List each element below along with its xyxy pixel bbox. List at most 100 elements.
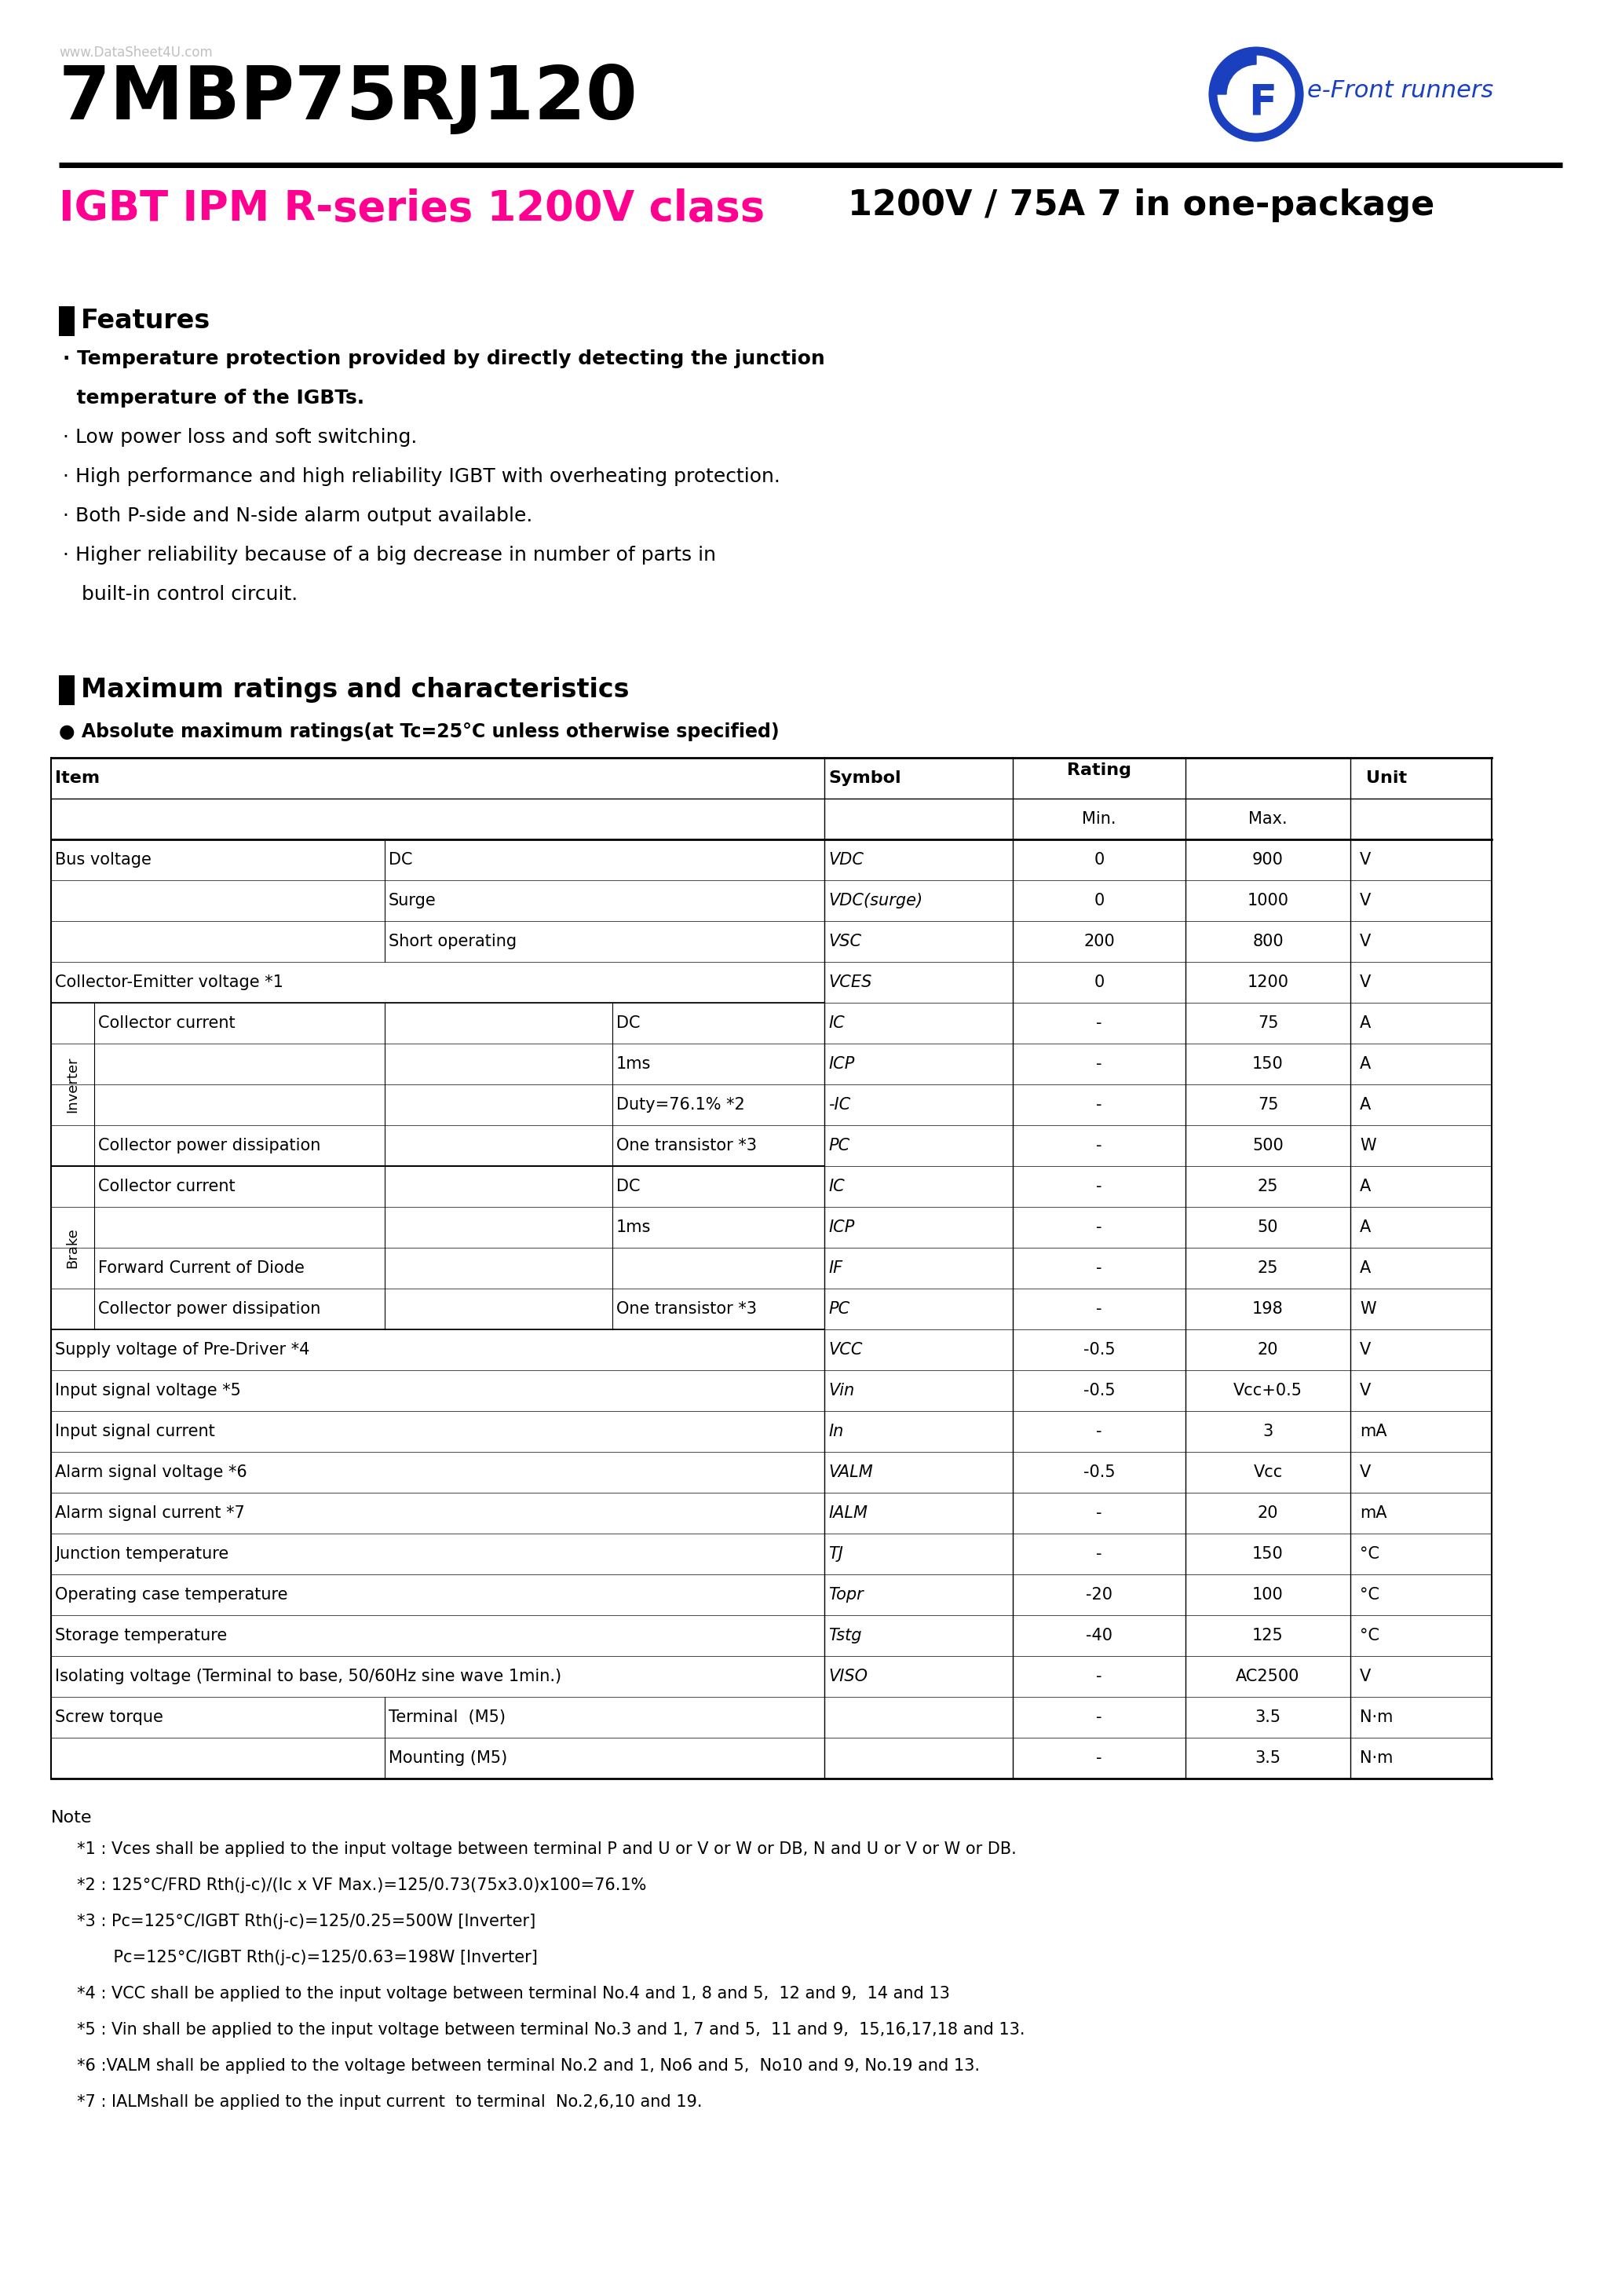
Text: mA: mA bbox=[1359, 1424, 1387, 1440]
Text: W: W bbox=[1359, 1139, 1375, 1153]
Text: *2 : 125°C/FRD Rth(j-c)/(Ic x VF Max.)=125/0.73(75x3.0)x100=76.1%: *2 : 125°C/FRD Rth(j-c)/(Ic x VF Max.)=1… bbox=[50, 1878, 647, 1894]
Text: 150: 150 bbox=[1252, 1545, 1283, 1561]
Text: · Both P-side and N-side alarm output available.: · Both P-side and N-side alarm output av… bbox=[63, 507, 532, 526]
Text: IF: IF bbox=[829, 1261, 842, 1277]
Text: 20: 20 bbox=[1257, 1341, 1278, 1357]
Text: -: - bbox=[1096, 1178, 1101, 1194]
Text: Duty=76.1% *2: Duty=76.1% *2 bbox=[616, 1097, 744, 1114]
Text: 198: 198 bbox=[1252, 1302, 1283, 1318]
Text: Max.: Max. bbox=[1249, 810, 1288, 827]
Text: Vin: Vin bbox=[829, 1382, 855, 1398]
Text: V: V bbox=[1359, 852, 1371, 868]
Text: 125: 125 bbox=[1252, 1628, 1283, 1644]
Text: ICP: ICP bbox=[829, 1219, 855, 1235]
Text: -: - bbox=[1096, 1261, 1101, 1277]
Text: °C: °C bbox=[1359, 1587, 1379, 1603]
Text: AC2500: AC2500 bbox=[1236, 1669, 1299, 1685]
Text: · Temperature protection provided by directly detecting the junction: · Temperature protection provided by dir… bbox=[63, 349, 826, 367]
Text: V: V bbox=[1359, 1465, 1371, 1481]
Text: VALM: VALM bbox=[829, 1465, 873, 1481]
Text: Tstg: Tstg bbox=[829, 1628, 861, 1644]
Text: F: F bbox=[1249, 83, 1277, 124]
Text: Item: Item bbox=[55, 769, 101, 785]
Text: *7 : IALMshall be applied to the input current  to terminal  No.2,6,10 and 19.: *7 : IALMshall be applied to the input c… bbox=[50, 2094, 702, 2110]
Text: 0: 0 bbox=[1093, 893, 1105, 909]
Text: VDC: VDC bbox=[829, 852, 863, 868]
Text: -0.5: -0.5 bbox=[1083, 1382, 1114, 1398]
Text: -0.5: -0.5 bbox=[1083, 1465, 1114, 1481]
Text: Features: Features bbox=[81, 308, 211, 333]
Text: Storage temperature: Storage temperature bbox=[55, 1628, 227, 1644]
Text: Supply voltage of Pre-Driver *4: Supply voltage of Pre-Driver *4 bbox=[55, 1341, 310, 1357]
FancyBboxPatch shape bbox=[58, 675, 75, 705]
Text: IC: IC bbox=[829, 1178, 845, 1194]
Text: Pc=125°C/IGBT Rth(j-c)=125/0.63=198W [Inverter]: Pc=125°C/IGBT Rth(j-c)=125/0.63=198W [In… bbox=[50, 1949, 537, 1965]
Text: Vcc+0.5: Vcc+0.5 bbox=[1233, 1382, 1302, 1398]
Text: -40: -40 bbox=[1085, 1628, 1113, 1644]
Text: 900: 900 bbox=[1252, 852, 1283, 868]
Text: -0.5: -0.5 bbox=[1083, 1341, 1114, 1357]
Text: mA: mA bbox=[1359, 1506, 1387, 1520]
Text: Collector power dissipation: Collector power dissipation bbox=[99, 1302, 321, 1318]
Text: 500: 500 bbox=[1252, 1139, 1283, 1153]
Text: 25: 25 bbox=[1257, 1178, 1278, 1194]
Text: V: V bbox=[1359, 1341, 1371, 1357]
Text: 800: 800 bbox=[1252, 934, 1283, 948]
Text: N·m: N·m bbox=[1359, 1750, 1393, 1766]
Text: *1 : Vces shall be applied to the input voltage between terminal P and U or V or: *1 : Vces shall be applied to the input … bbox=[50, 1841, 1017, 1857]
Text: °C: °C bbox=[1359, 1628, 1379, 1644]
Text: -IC: -IC bbox=[829, 1097, 850, 1114]
Text: W: W bbox=[1359, 1302, 1375, 1318]
Text: Maximum ratings and characteristics: Maximum ratings and characteristics bbox=[81, 677, 629, 703]
Text: In: In bbox=[829, 1424, 843, 1440]
Text: 25: 25 bbox=[1257, 1261, 1278, 1277]
Text: -: - bbox=[1096, 1424, 1101, 1440]
Text: VISO: VISO bbox=[829, 1669, 868, 1685]
Text: Note: Note bbox=[50, 1809, 92, 1825]
Text: V: V bbox=[1359, 974, 1371, 990]
Text: 75: 75 bbox=[1257, 1015, 1278, 1031]
Text: · Low power loss and soft switching.: · Low power loss and soft switching. bbox=[63, 427, 417, 448]
Text: -20: -20 bbox=[1085, 1587, 1113, 1603]
Text: PC: PC bbox=[829, 1302, 850, 1318]
Text: N·m: N·m bbox=[1359, 1711, 1393, 1724]
Text: One transistor *3: One transistor *3 bbox=[616, 1302, 757, 1318]
Text: Input signal voltage *5: Input signal voltage *5 bbox=[55, 1382, 242, 1398]
Text: VSC: VSC bbox=[829, 934, 861, 948]
Text: *5 : Vin shall be applied to the input voltage between terminal No.3 and 1, 7 an: *5 : Vin shall be applied to the input v… bbox=[50, 2023, 1025, 2037]
Text: www.DataSheet4U.com: www.DataSheet4U.com bbox=[58, 46, 212, 60]
Text: Screw torque: Screw torque bbox=[55, 1711, 164, 1724]
Text: 20: 20 bbox=[1257, 1506, 1278, 1520]
Wedge shape bbox=[1213, 51, 1255, 94]
Text: ● Absolute maximum ratings(at Tc=25°C unless otherwise specified): ● Absolute maximum ratings(at Tc=25°C un… bbox=[58, 723, 779, 742]
Text: Operating case temperature: Operating case temperature bbox=[55, 1587, 287, 1603]
Text: V: V bbox=[1359, 1382, 1371, 1398]
Text: 1ms: 1ms bbox=[616, 1219, 650, 1235]
Text: 50: 50 bbox=[1257, 1219, 1278, 1235]
Text: Short operating: Short operating bbox=[389, 934, 517, 948]
Text: TJ: TJ bbox=[829, 1545, 843, 1561]
Text: 1200V / 75A 7 in one-package: 1200V / 75A 7 in one-package bbox=[848, 188, 1434, 223]
Text: Min.: Min. bbox=[1082, 810, 1116, 827]
Text: · High performance and high reliability IGBT with overheating protection.: · High performance and high reliability … bbox=[63, 466, 780, 487]
Text: A: A bbox=[1359, 1178, 1371, 1194]
Text: °C: °C bbox=[1359, 1545, 1379, 1561]
Text: Rating: Rating bbox=[1067, 762, 1131, 778]
Text: IGBT IPM R-series 1200V class: IGBT IPM R-series 1200V class bbox=[58, 188, 766, 230]
Text: Collector current: Collector current bbox=[99, 1015, 235, 1031]
Text: Bus voltage: Bus voltage bbox=[55, 852, 151, 868]
Text: Alarm signal current *7: Alarm signal current *7 bbox=[55, 1506, 245, 1520]
Text: 7MBP75RJ120: 7MBP75RJ120 bbox=[58, 62, 637, 135]
Text: 3: 3 bbox=[1262, 1424, 1273, 1440]
Text: e-Front runners: e-Front runners bbox=[1307, 78, 1494, 101]
Text: DC: DC bbox=[616, 1178, 641, 1194]
Text: Isolating voltage (Terminal to base, 50/60Hz sine wave 1min.): Isolating voltage (Terminal to base, 50/… bbox=[55, 1669, 561, 1685]
Text: DC: DC bbox=[616, 1015, 641, 1031]
Text: -: - bbox=[1096, 1302, 1101, 1318]
Text: A: A bbox=[1359, 1015, 1371, 1031]
Text: Collector current: Collector current bbox=[99, 1178, 235, 1194]
Text: Symbol: Symbol bbox=[829, 769, 900, 785]
Text: -: - bbox=[1096, 1139, 1101, 1153]
Text: Inverter: Inverter bbox=[65, 1056, 79, 1114]
Text: Terminal  (M5): Terminal (M5) bbox=[389, 1711, 506, 1724]
